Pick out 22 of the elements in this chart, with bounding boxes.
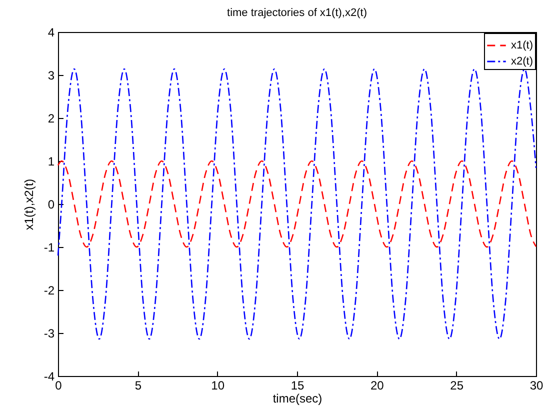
y-tick-label: 3 bbox=[48, 68, 55, 82]
x-tick-label: 15 bbox=[290, 378, 304, 392]
x-tick-label: 10 bbox=[211, 378, 225, 392]
chart-title: time trajectories of x1(t),x2(t) bbox=[227, 7, 367, 19]
y-tick-label: -2 bbox=[44, 284, 55, 298]
x-tick-label: 25 bbox=[450, 378, 464, 392]
y-tick-label: -3 bbox=[44, 326, 55, 340]
y-tick-label: -1 bbox=[44, 240, 55, 254]
x-tick-label: 30 bbox=[530, 378, 544, 392]
y-axis-title: x1(t),x2(t) bbox=[22, 178, 36, 230]
line-series bbox=[57, 68, 537, 340]
y-tick-label: 0 bbox=[48, 198, 55, 212]
line-series bbox=[57, 160, 537, 248]
y-tick-label: 4 bbox=[48, 26, 55, 40]
y-tick-label: 1 bbox=[48, 154, 55, 168]
legend-label: x1(t) bbox=[511, 40, 533, 52]
y-tick-label: 2 bbox=[48, 112, 55, 126]
legend-label: x2(t) bbox=[511, 56, 533, 68]
x-tick-label: 20 bbox=[370, 378, 384, 392]
x-tick-label: 5 bbox=[134, 378, 142, 392]
y-tick-label: -4 bbox=[44, 370, 55, 384]
x-axis-title: time(sec) bbox=[272, 392, 322, 406]
